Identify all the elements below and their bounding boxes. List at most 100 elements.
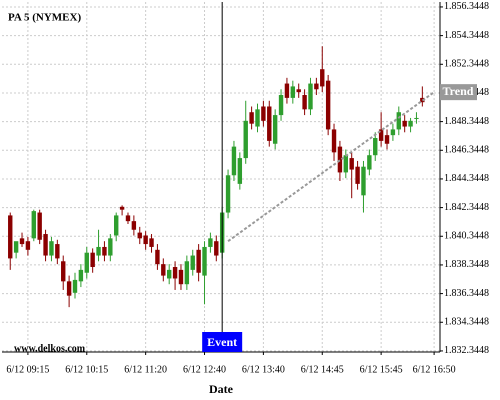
candle-body	[131, 221, 137, 230]
y-tick-label: 1.854.3448	[444, 30, 489, 41]
x-tick-label: 6/12 10:15	[65, 364, 108, 375]
candle-body	[390, 129, 396, 136]
grid	[2, 2, 440, 352]
candle-body	[72, 279, 78, 293]
x-tick-label: 6/12 13:40	[242, 364, 285, 375]
candle-body	[243, 120, 248, 159]
y-tick-label: 1.842.3448	[444, 202, 489, 213]
candle-body	[208, 238, 213, 247]
candle-body	[402, 120, 407, 127]
candle-body	[143, 235, 148, 245]
candle-body	[272, 115, 278, 144]
candle-body	[314, 83, 319, 90]
y-tick-label: 1.856.3448	[444, 1, 489, 12]
candle-body	[396, 112, 401, 130]
candle-body	[325, 80, 331, 130]
candle-body	[178, 269, 184, 285]
event-label-box	[202, 332, 243, 352]
candle-body	[337, 146, 343, 173]
candle-body	[278, 95, 284, 116]
candle-body	[119, 206, 125, 210]
candle-body	[296, 89, 301, 93]
candle-body	[125, 215, 131, 222]
candle-body	[137, 232, 142, 239]
y-tick-label: 1.832.3448	[444, 345, 489, 356]
candle-body	[320, 69, 325, 87]
candle-body	[378, 129, 384, 141]
y-tick-label: 1.834.3448	[444, 317, 489, 328]
candle-body	[367, 155, 372, 170]
candle-body	[361, 166, 366, 196]
x-tick-label: 6/12 15:45	[360, 364, 403, 375]
candle-body	[237, 158, 243, 184]
candle-body	[331, 129, 337, 153]
candle-body	[225, 175, 231, 213]
x-tick-label: 6/12 09:15	[6, 364, 49, 375]
candle-body	[90, 252, 95, 268]
x-tick-label: 6/12 16:50	[413, 364, 456, 375]
candle-body	[202, 246, 207, 276]
candle-body	[31, 211, 36, 239]
candle-body	[255, 109, 260, 127]
candle-body	[284, 83, 290, 98]
candle-body	[25, 241, 31, 250]
candle-body	[161, 264, 166, 276]
candle-body	[96, 246, 101, 256]
trend-label: Trend	[443, 84, 474, 98]
trend-label-box	[440, 84, 477, 101]
candle-body	[66, 281, 72, 296]
y-tick-label: 1.838.3448	[444, 259, 489, 270]
candle-body	[61, 261, 66, 282]
y-tick-label: 1.844.3448	[444, 173, 489, 184]
candle-body	[355, 166, 360, 184]
x-tick-label: 6/12 14:45	[301, 364, 344, 375]
candle-body	[49, 241, 54, 256]
candle-body	[155, 249, 160, 265]
candle-body	[373, 138, 378, 156]
x-axis-label: Date	[209, 382, 234, 396]
candle-body	[37, 212, 42, 240]
trend-line	[227, 91, 435, 243]
y-tick-label: 1.840.3448	[444, 231, 489, 242]
candle-body	[55, 244, 60, 259]
candle-body	[108, 238, 113, 256]
y-tick-label: 1.846.3448	[444, 145, 489, 156]
candle-body	[414, 117, 419, 119]
candle-body	[196, 249, 201, 273]
candle-body	[172, 267, 178, 279]
candle-body	[231, 146, 237, 176]
candle-body	[302, 95, 307, 110]
candle-body	[184, 261, 190, 285]
candle-body	[308, 83, 313, 110]
candle-body	[290, 86, 296, 98]
candle-body	[8, 215, 13, 259]
chart-title: PA 5 (NYMEX)	[8, 12, 81, 24]
candle-body	[349, 158, 354, 170]
x-tick-label: 6/12 12:40	[183, 364, 226, 375]
candle-body	[84, 252, 89, 273]
candle-body	[149, 238, 154, 247]
candle-body	[43, 234, 48, 256]
watermark: www.delkos.com	[14, 343, 86, 354]
candle-body	[114, 215, 119, 236]
candle-body	[190, 255, 195, 270]
event-label: Event	[207, 335, 237, 349]
candle-body	[19, 238, 25, 245]
candle-body	[102, 246, 107, 256]
candle-body	[13, 241, 19, 253]
candle-body	[384, 135, 390, 144]
candle-body	[343, 155, 349, 173]
y-tick-label: 1.836.3448	[444, 288, 489, 299]
candle-body	[267, 106, 272, 141]
y-tick-label: 1.852.3448	[444, 59, 489, 70]
candle-body	[78, 269, 84, 282]
candle-body	[249, 112, 254, 124]
candle-body	[261, 106, 266, 121]
x-tick-label: 6/12 11:20	[124, 364, 167, 375]
candle-body	[408, 120, 413, 127]
candle-body	[166, 269, 172, 279]
y-tick-label: 1.848.3448	[444, 116, 489, 127]
candle-body	[214, 241, 219, 256]
